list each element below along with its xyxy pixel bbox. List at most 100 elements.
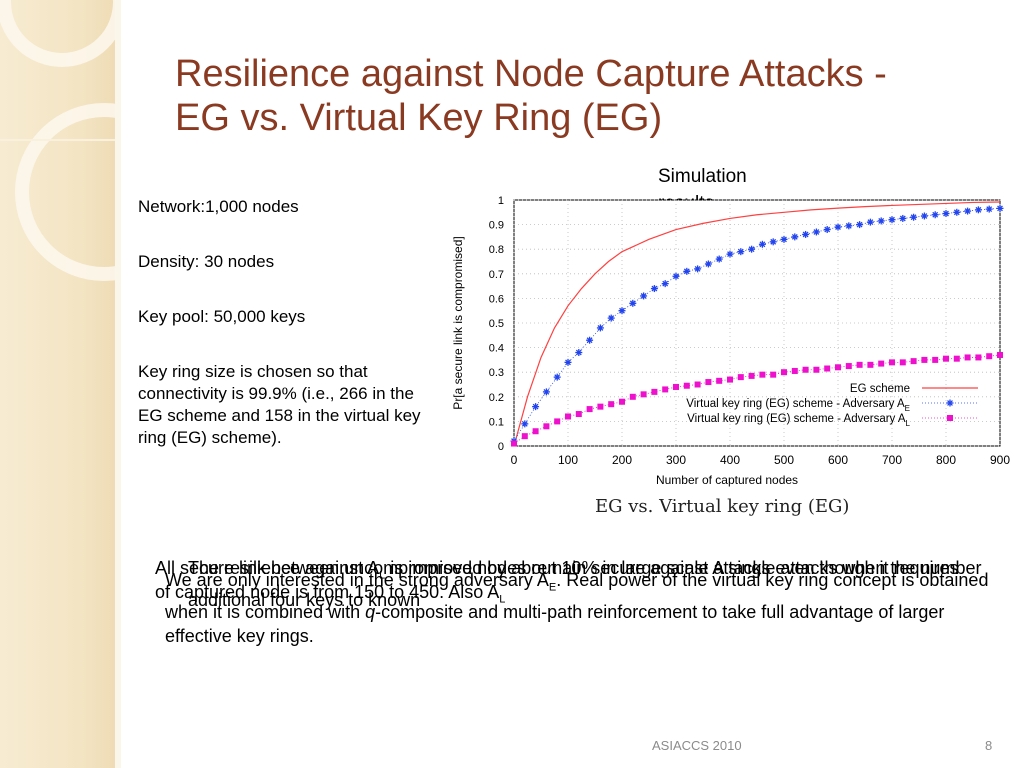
data-point-adversary-e (596, 324, 604, 332)
data-point-adversary-e (704, 260, 712, 268)
data-point-adversary-e (769, 238, 777, 246)
data-point-adversary-l (813, 366, 820, 373)
data-point-adversary-e (845, 222, 853, 230)
data-point-adversary-l (791, 367, 798, 374)
data-point-adversary-e (953, 208, 961, 216)
data-point-adversary-l (878, 360, 885, 367)
data-point-adversary-e (866, 218, 874, 226)
text-c-italic: q (365, 601, 376, 622)
data-point-adversary-l (856, 361, 863, 368)
y-axis-label: Pr[a secure link is compromised] (451, 236, 465, 409)
data-point-adversary-e (564, 358, 572, 366)
data-point-adversary-l (511, 440, 517, 447)
x-tick-label: 400 (720, 453, 740, 467)
y-tick-label: 0.2 (489, 392, 504, 404)
data-point-adversary-l (565, 413, 571, 420)
y-tick-label: 0.1 (489, 416, 504, 428)
data-point-adversary-l (651, 388, 658, 395)
data-point-adversary-l (910, 358, 917, 365)
text-b-sub: L (379, 569, 386, 582)
data-point-adversary-e (672, 272, 680, 280)
data-point-adversary-l (532, 428, 539, 435)
legend-label: Virtual key ring (EG) scheme - Adversary… (687, 413, 910, 428)
data-point-adversary-e (834, 223, 842, 231)
text-c-post: . Real power of the virtual key ring con… (165, 570, 989, 622)
data-point-adversary-e (661, 280, 669, 288)
data-point-adversary-l (781, 369, 787, 376)
data-point-adversary-l (964, 354, 971, 361)
data-point-adversary-e (888, 216, 896, 224)
data-point-adversary-l (759, 371, 766, 378)
text-b-mid: is improved by about 10% in large scale … (188, 558, 959, 610)
y-tick-label: 0.9 (489, 220, 504, 232)
data-point-adversary-l (932, 356, 939, 363)
decorative-sidebar (0, 0, 121, 768)
text-c-end: -composite and multi-path reinforcement … (165, 601, 945, 646)
data-point-adversary-e (910, 213, 918, 221)
data-point-adversary-l (835, 364, 841, 371)
data-point-adversary-e (985, 205, 993, 213)
x-tick-label: 700 (882, 453, 902, 467)
series-line-adversary-e (513, 207, 1001, 442)
text-layer-a: All secure link between uncompromised no… (155, 556, 990, 612)
data-point-adversary-e (899, 214, 907, 222)
title-line-1: Resilience against Node Capture Attacks … (175, 53, 887, 95)
data-point-adversary-l (629, 393, 636, 400)
data-point-adversary-l (619, 398, 625, 405)
x-tick-label: 500 (774, 453, 794, 467)
data-point-adversary-l (586, 406, 593, 413)
data-point-adversary-e (823, 226, 831, 234)
series-line-adversary-l (513, 354, 1001, 444)
y-tick-label: 0.7 (489, 269, 504, 281)
text-b-pre: The resilience against A (188, 558, 380, 578)
parameters-list: Network:1,000 nodes Density: 30 nodes Ke… (138, 196, 438, 482)
data-point-adversary-e (920, 212, 928, 220)
data-point-adversary-e (856, 221, 864, 229)
data-point-adversary-e (812, 228, 820, 236)
sidebar-rings-decoration (0, 0, 121, 281)
data-point-adversary-l (683, 382, 690, 389)
x-tick-label: 300 (666, 453, 686, 467)
y-tick-label: 1 (498, 195, 504, 207)
data-point-adversary-l (889, 359, 895, 366)
data-point-adversary-e (748, 245, 756, 253)
data-point-adversary-l (899, 359, 906, 366)
data-point-adversary-e (683, 267, 691, 275)
data-point-adversary-e (780, 235, 788, 243)
x-tick-label: 900 (990, 453, 1010, 467)
data-point-adversary-l (986, 353, 993, 360)
text-a: All secure link between uncompromised no… (155, 558, 982, 602)
data-point-adversary-l (554, 418, 561, 425)
data-point-adversary-e (877, 217, 885, 225)
data-point-adversary-e (575, 349, 583, 357)
data-point-adversary-e (715, 255, 723, 263)
x-tick-label: 200 (612, 453, 632, 467)
data-point-adversary-l (727, 376, 733, 383)
data-point-adversary-e (586, 336, 594, 344)
data-point-adversary-l (867, 361, 874, 368)
data-point-adversary-e (640, 292, 648, 300)
param-key-ring-size: Key ring size is chosen so that connecti… (138, 362, 421, 447)
x-axis-label: Number of captured nodes (656, 473, 798, 487)
chart-svg: 0 100 200 300 400 500 600 700 800 900 0 0.1 0.2 0.3 0.… (451, 195, 1010, 487)
legend-marker-asterisk (946, 399, 954, 407)
y-tick-label: 0 (498, 441, 504, 453)
data-point-adversary-l (575, 411, 582, 418)
data-point-adversary-e (974, 206, 982, 214)
y-tick-label: 0.6 (489, 293, 504, 305)
data-point-adversary-e (618, 307, 626, 315)
param-density: Density: 30 nodes (138, 252, 275, 271)
data-point-adversary-l (705, 379, 712, 386)
data-point-adversary-l (748, 372, 755, 379)
data-point-adversary-e (737, 248, 745, 256)
data-point-adversary-l (845, 363, 852, 370)
data-point-adversary-e (521, 420, 529, 428)
data-point-adversary-l (694, 381, 701, 388)
data-point-adversary-e (607, 314, 615, 322)
data-point-adversary-l (975, 354, 982, 361)
text-c-sub: E (548, 581, 557, 594)
data-point-adversary-e (758, 240, 766, 248)
data-point-adversary-e (532, 403, 540, 411)
data-point-adversary-l (597, 403, 604, 410)
chart-caption: EG vs. Virtual key ring (EG) (595, 496, 850, 517)
